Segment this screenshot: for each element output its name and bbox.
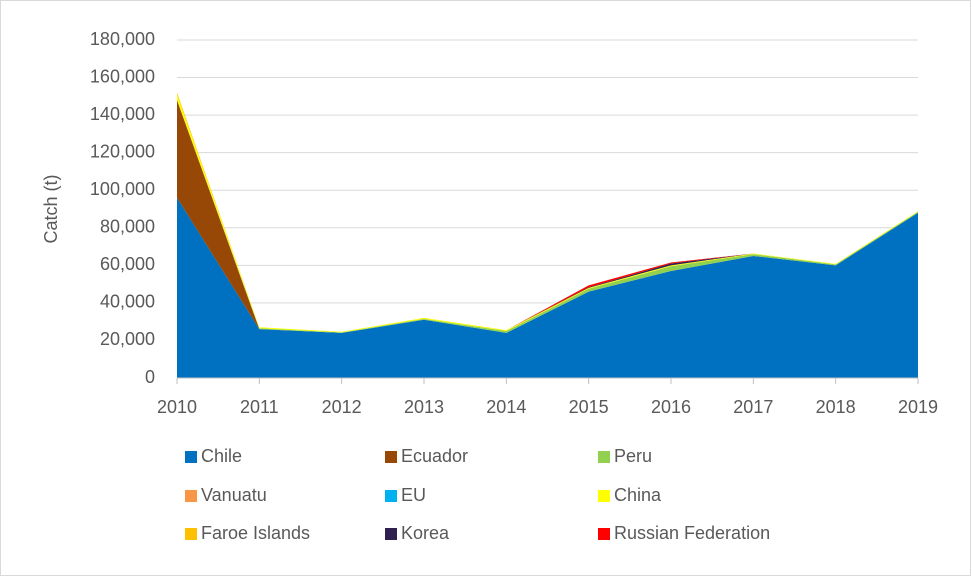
legend-swatch bbox=[385, 451, 397, 463]
y-tick-label: 20,000 bbox=[100, 329, 155, 349]
x-tick-label: 2012 bbox=[322, 397, 362, 417]
legend-swatch bbox=[598, 490, 610, 502]
legend-label: Ecuador bbox=[401, 446, 468, 466]
y-tick-label: 0 bbox=[145, 367, 155, 387]
x-tick-label: 2015 bbox=[569, 397, 609, 417]
y-tick-label: 40,000 bbox=[100, 292, 155, 312]
area bbox=[177, 197, 918, 378]
area bbox=[177, 100, 918, 333]
y-tick-label: 80,000 bbox=[100, 217, 155, 237]
x-tick-label: 2014 bbox=[486, 397, 526, 417]
x-tick-label: 2010 bbox=[157, 397, 197, 417]
legend-swatch bbox=[185, 528, 197, 540]
x-tick-label: 2018 bbox=[816, 397, 856, 417]
y-tick-label: 140,000 bbox=[90, 104, 155, 124]
legend-label: Vanuatu bbox=[201, 485, 267, 505]
x-tick-label: 2019 bbox=[898, 397, 938, 417]
x-tick-label: 2017 bbox=[733, 397, 773, 417]
x-tick-label: 2016 bbox=[651, 397, 691, 417]
legend-swatch bbox=[185, 490, 197, 502]
legend-swatch bbox=[385, 528, 397, 540]
x-tick-label: 2011 bbox=[240, 397, 279, 417]
legend-swatch bbox=[598, 528, 610, 540]
legend-label: EU bbox=[401, 485, 426, 505]
legend-label: Faroe Islands bbox=[201, 523, 310, 543]
legend-swatch bbox=[598, 451, 610, 463]
legend-label: Chile bbox=[201, 446, 242, 466]
legend-label: Korea bbox=[401, 523, 450, 543]
y-tick-label: 120,000 bbox=[90, 141, 155, 161]
legend-label: China bbox=[614, 485, 662, 505]
y-tick-label: 60,000 bbox=[100, 254, 155, 274]
legend-label: Russian Federation bbox=[614, 523, 770, 543]
legend-swatch bbox=[185, 451, 197, 463]
y-tick-label: 180,000 bbox=[90, 29, 155, 49]
y-axis-label: Catch (t) bbox=[41, 174, 61, 243]
x-tick-label: 2013 bbox=[404, 397, 444, 417]
y-tick-label: 160,000 bbox=[90, 66, 155, 86]
legend-swatch bbox=[385, 490, 397, 502]
y-tick-label: 100,000 bbox=[90, 179, 155, 199]
legend-label: Peru bbox=[614, 446, 652, 466]
